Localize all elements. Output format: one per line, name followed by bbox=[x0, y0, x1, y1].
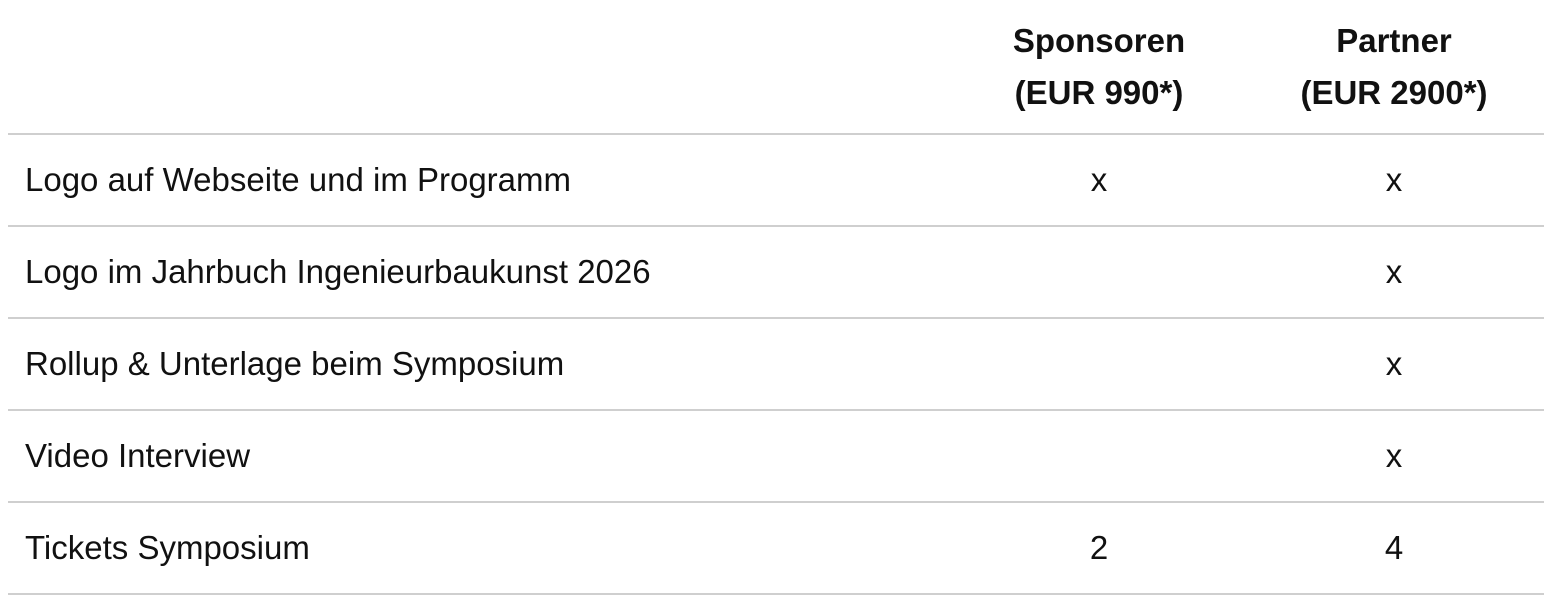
header-row: Sponsoren (EUR 990*) Partner (EUR 2900*) bbox=[8, 0, 1544, 134]
sponsorship-table: Sponsoren (EUR 990*) Partner (EUR 2900*) L… bbox=[8, 0, 1544, 595]
feature-cell: Tickets Symposium bbox=[8, 501, 954, 595]
header-feature bbox=[8, 0, 954, 134]
feature-cell: Rollup & Unterlage beim Symposium bbox=[8, 317, 954, 410]
table-row: Logo auf Webseite und im Programm x x bbox=[8, 133, 1544, 226]
header-partner: Partner (EUR 2900*) bbox=[1300, 21, 1488, 111]
header-sponsoren: Sponsoren (EUR 990*) bbox=[1012, 21, 1186, 111]
partner-cell: x bbox=[1244, 409, 1544, 502]
sponsoren-cell bbox=[954, 409, 1244, 502]
table-row: Rollup & Unterlage beim Symposium x bbox=[8, 317, 1544, 410]
table-row: Logo im Jahrbuch Ingenieurbaukunst 2026 x bbox=[8, 225, 1544, 318]
sponsoren-cell: x bbox=[954, 133, 1244, 226]
sponsoren-cell: 2 bbox=[954, 501, 1244, 595]
sponsoren-cell bbox=[954, 317, 1244, 410]
feature-cell: Logo im Jahrbuch Ingenieurbaukunst 2026 bbox=[8, 225, 954, 318]
feature-cell: Video Interview bbox=[8, 409, 954, 502]
partner-cell: x bbox=[1244, 225, 1544, 318]
partner-cell: x bbox=[1244, 317, 1544, 410]
sponsoren-cell bbox=[954, 225, 1244, 318]
table-row: Tickets Symposium 2 4 bbox=[8, 501, 1544, 595]
partner-cell: x bbox=[1244, 133, 1544, 226]
feature-cell: Logo auf Webseite und im Programm bbox=[8, 133, 954, 226]
table-row: Video Interview x bbox=[8, 409, 1544, 502]
partner-cell: 4 bbox=[1244, 501, 1544, 595]
